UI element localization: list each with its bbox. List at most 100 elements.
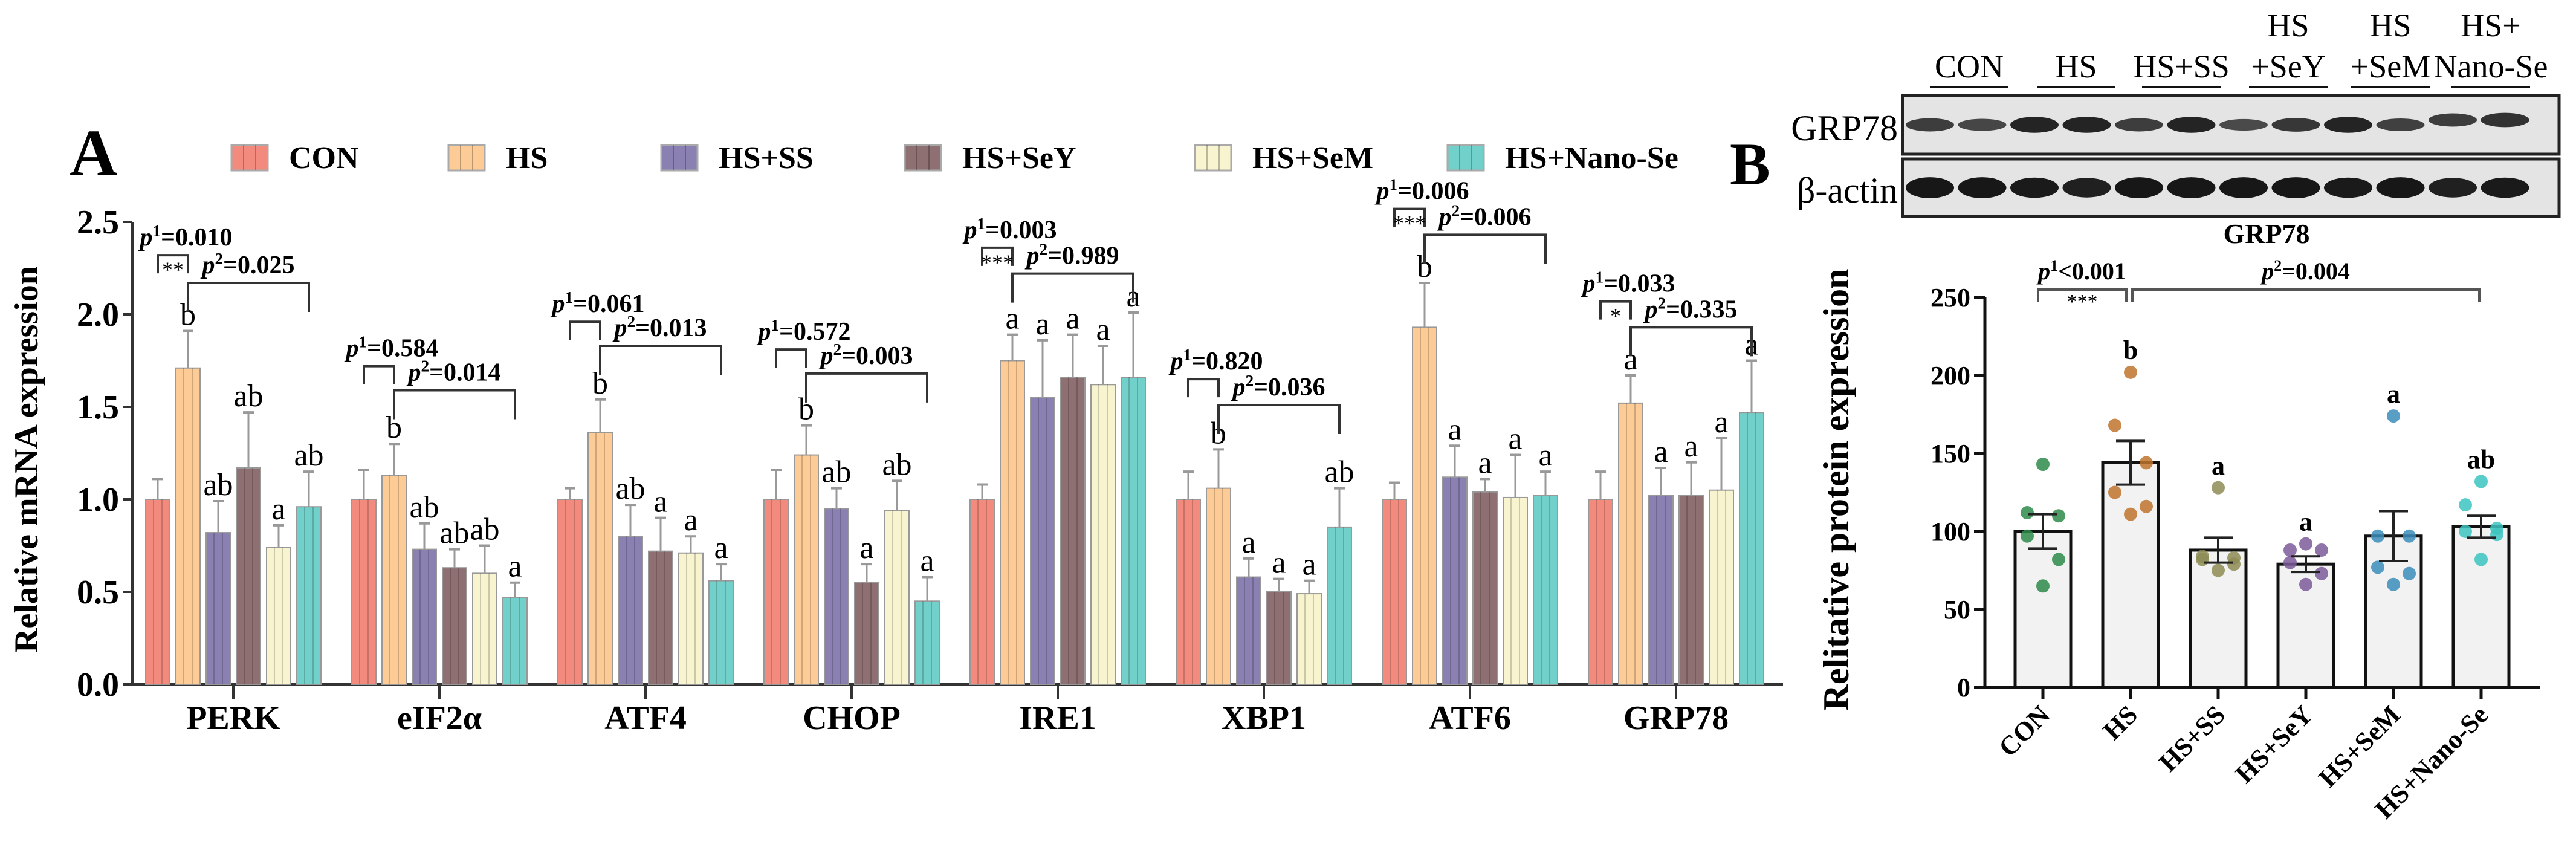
bar: [763, 499, 789, 685]
bar: [266, 547, 291, 685]
y-axis-label: Relitative protein expression: [1816, 268, 1856, 710]
bar: [1060, 377, 1086, 685]
chart-title: GRP78: [2223, 218, 2309, 249]
x-tick-label: HS+SeY: [2230, 699, 2319, 788]
panel-a-mrna-chart: A CON HS HS+SS HS+SeY HS+SeM HS+Nano-Se 0.0 0.5 1…: [8, 116, 1783, 737]
p-symbol: p: [1231, 374, 1245, 401]
x-tick-label: CON: [1993, 699, 2056, 762]
lane-label: +SeY: [2251, 48, 2325, 85]
panel-label: A: [70, 116, 117, 190]
bar: [678, 552, 704, 685]
protein-band: [2429, 178, 2477, 198]
significance-letter: ab: [409, 490, 439, 525]
protein-band: [2429, 113, 2477, 127]
protein-band: [2010, 117, 2059, 133]
p-value: =0.061: [573, 290, 644, 318]
protein-band: [2376, 177, 2425, 198]
bar: [205, 532, 231, 686]
bar: [442, 567, 467, 685]
p-symbol: p: [200, 251, 215, 279]
data-point: [2403, 529, 2416, 543]
blot-row-label: GRP78: [1791, 108, 1898, 148]
significance-letter: a: [1684, 429, 1698, 464]
western-blot: B GRP78 β-actin CON HS HS+SS HS +SeY HS +SeM HS+ Na…: [1730, 7, 2561, 218]
data-point: [2108, 485, 2121, 499]
significance-stars: *: [1610, 304, 1621, 328]
legend-item: HS+Nano-Se: [1446, 141, 1678, 175]
panel-b-protein-chart: GRP78 Relitative protein expression 0 50 100…: [1816, 218, 2540, 825]
data-point: [2387, 409, 2400, 423]
p-symbol: p: [1024, 242, 1039, 270]
p-superscript: 1: [565, 288, 573, 306]
bar: [1588, 499, 1613, 685]
protein-band: [2481, 112, 2529, 128]
x-tick-label: GRP78: [1623, 699, 1729, 737]
x-tick-label: XBP1: [1222, 699, 1306, 737]
y-tick-label: 1.5: [77, 389, 119, 426]
lane-label: HS: [2267, 7, 2309, 44]
protein-band: [2271, 177, 2320, 198]
significance-letter: a: [2299, 507, 2312, 537]
bar: [1327, 526, 1352, 686]
bar: [854, 582, 879, 686]
bar: [351, 499, 377, 685]
legend-item: CON: [230, 141, 359, 175]
x-tick-label: HS+SeM: [2313, 699, 2406, 793]
y-tick-label: 2.5: [77, 204, 119, 241]
y-tick-label: 150: [1930, 439, 1970, 469]
p2-label: p2=0.036: [1231, 372, 1325, 401]
bar: [381, 475, 407, 685]
p-symbol: p: [1374, 178, 1389, 206]
significance-stars: ***: [2067, 291, 2098, 313]
legend-label: HS+Nano-Se: [1505, 141, 1678, 175]
lane-label: +SeM: [2351, 48, 2430, 85]
legend-swatch: [904, 144, 942, 172]
legend-label: HS+SeM: [1252, 141, 1373, 175]
bar: [794, 454, 819, 685]
significance-letter: a: [1066, 302, 1079, 336]
p-superscript: 1: [358, 333, 367, 351]
significance-letter: a: [859, 531, 873, 565]
significance-letter: a: [1035, 307, 1049, 342]
p-superscript: 2: [1451, 201, 1460, 219]
protein-band: [1958, 118, 2007, 131]
bar: [472, 572, 497, 686]
y-tick-label: 0: [1957, 673, 1970, 702]
data-point: [2315, 543, 2328, 557]
bar: [1678, 495, 1704, 685]
bar: [1709, 489, 1734, 685]
p1-bracket: [2037, 288, 2128, 302]
significance-letter: b: [2123, 336, 2138, 365]
x-tick-label: ATF6: [1429, 699, 1511, 737]
data-point: [2283, 543, 2297, 557]
bar: [914, 600, 940, 685]
p-symbol: p: [550, 290, 565, 318]
p2-label: p2=0.335: [1643, 294, 1737, 323]
x-tick-label: eIF2α: [397, 699, 482, 737]
legend-label: HS+SS: [719, 141, 814, 175]
legend-item: HS+SeM: [1194, 141, 1373, 175]
p2-label: p2=0.989: [1024, 241, 1119, 270]
p-symbol: p: [2036, 258, 2050, 285]
significance-letter: a: [1508, 422, 1522, 456]
significance-letter: a: [1448, 412, 1461, 447]
legend-swatch: [230, 144, 269, 172]
p-value: =0.989: [1047, 242, 1119, 270]
data-point: [2387, 577, 2400, 591]
bar: [1206, 487, 1231, 685]
y-tick-label: 1.0: [77, 481, 119, 519]
p-symbol: p: [818, 342, 833, 370]
significance-letter: a: [653, 485, 667, 519]
significance-letter: a: [920, 544, 934, 579]
protein-band: [2324, 177, 2372, 198]
protein-band: [1906, 177, 1954, 198]
bar: [1176, 499, 1201, 685]
bar: [1503, 496, 1528, 685]
data-point: [2052, 509, 2065, 523]
significance-letter: ab: [2467, 444, 2495, 474]
p2-label: p2=0.006: [1437, 201, 1531, 231]
y-tick-label: 2.0: [77, 296, 119, 334]
p2-bracket: [599, 345, 722, 375]
data-point: [2052, 553, 2065, 566]
lane-label: HS: [2055, 48, 2097, 85]
